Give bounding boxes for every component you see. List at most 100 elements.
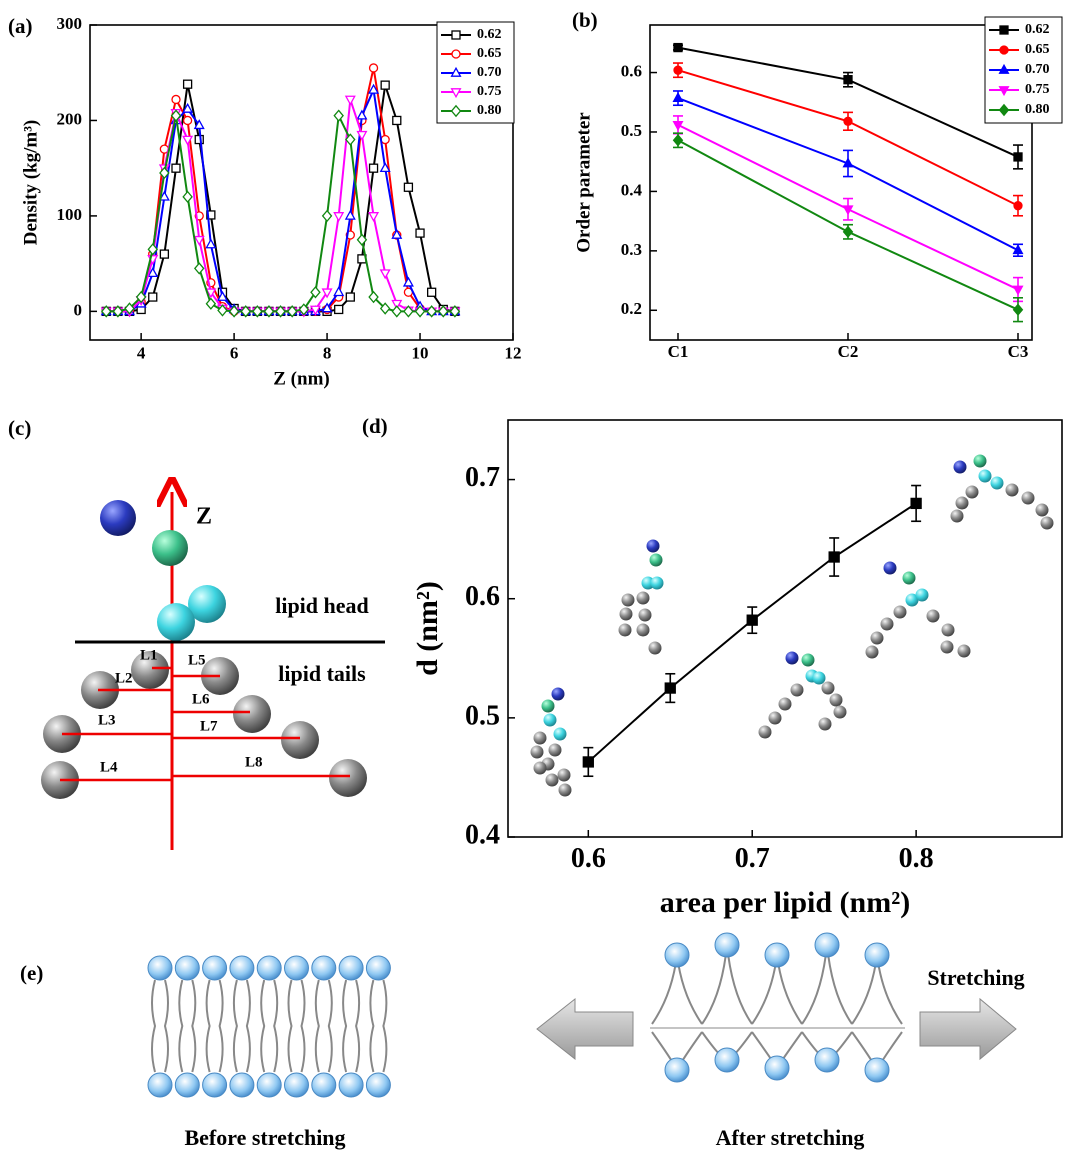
length-label: L8 [245, 754, 263, 770]
lipid-head [284, 955, 309, 981]
marker [402, 276, 414, 287]
lipid-tail [287, 979, 293, 1073]
legend-label: 0.80 [477, 103, 502, 118]
marker [582, 756, 594, 768]
marker [842, 205, 854, 216]
marker [843, 75, 853, 85]
lipid-head [664, 942, 690, 968]
y-tick-label: 0.4 [621, 180, 643, 199]
x-tick-label: 0.7 [735, 843, 770, 874]
molecule-atom [812, 671, 826, 685]
molecule-atom [950, 509, 964, 523]
marker [333, 286, 345, 297]
y-tick-label: 0.2 [621, 299, 642, 318]
y-tick-label: 0.5 [621, 121, 642, 140]
atom [131, 651, 169, 689]
lipid-tail [245, 979, 251, 1073]
molecule-atom [926, 609, 940, 623]
molecule-atom [790, 683, 804, 697]
legend-label: 0.80 [1025, 102, 1050, 117]
molecule-atom [902, 571, 916, 585]
molecule-atom [990, 476, 1004, 490]
marker [379, 269, 391, 280]
molecule-atom [905, 593, 919, 607]
lipid-tail [260, 979, 266, 1073]
panel-label: (b) [572, 8, 598, 32]
molecule-atom [865, 645, 879, 659]
lipid-head [229, 955, 255, 981]
marker [1012, 285, 1024, 296]
lipid-tail [327, 979, 333, 1073]
legend-label: 0.75 [1025, 82, 1050, 97]
molecule-atom [955, 496, 969, 510]
marker [910, 497, 922, 510]
y-axis-label: Density (kg/m³) [20, 120, 41, 246]
legend-marker [999, 25, 1009, 35]
y-tick-label: 200 [57, 109, 83, 128]
marker [148, 292, 158, 302]
molecule-atom [953, 460, 967, 474]
region-label: lipid tails [278, 661, 366, 686]
marker [344, 95, 356, 106]
length-label: L3 [98, 712, 116, 728]
length-label: L6 [192, 691, 210, 707]
atom [157, 603, 195, 641]
series-line [677, 69, 1019, 207]
marker [392, 115, 402, 126]
atom [188, 585, 226, 623]
marker [345, 133, 356, 146]
x-tick-label: C3 [1008, 342, 1029, 361]
lipid-tail [178, 979, 184, 1073]
molecule-atom [621, 593, 635, 607]
length-labels: L1 L2 L3 L4 L5 L6 L7 L8 [98, 647, 263, 775]
marker [356, 109, 368, 120]
marker [135, 290, 147, 304]
caption: Before stretching [184, 1125, 345, 1150]
molecule-atom [821, 681, 835, 695]
molecule-atom [801, 653, 815, 667]
molecule-atom [553, 727, 567, 741]
length-label: L2 [115, 670, 133, 686]
molecule-atom [1035, 503, 1049, 517]
molecule-atom [880, 617, 894, 631]
atom [152, 530, 188, 566]
lipid-head [365, 1072, 391, 1098]
marker [842, 225, 854, 239]
molecule-atom [649, 553, 663, 567]
molecule-atom [650, 576, 664, 590]
panel-e: (e) Stretching Before stretching After s… [20, 932, 1025, 1150]
atom [329, 759, 367, 797]
molecule-atom [893, 605, 907, 619]
lipid-head [814, 1047, 840, 1073]
molecule-atom [940, 640, 954, 654]
marker [344, 209, 356, 220]
marker [205, 288, 217, 299]
legend-marker [450, 66, 462, 77]
marker [147, 267, 159, 278]
marker [275, 305, 286, 318]
marker [673, 42, 683, 53]
marker [843, 116, 853, 126]
molecule-atom [548, 743, 562, 757]
lipid-tail [205, 979, 211, 1073]
marker [380, 80, 390, 90]
marker [438, 305, 449, 318]
marker [368, 290, 379, 304]
legend-label: 0.70 [477, 65, 502, 80]
marker [379, 162, 391, 173]
legend-marker [998, 86, 1010, 97]
marker [205, 238, 217, 249]
y-tick-label: 300 [57, 14, 83, 33]
marker [216, 290, 228, 301]
marker [427, 287, 437, 297]
legend-box [436, 21, 515, 124]
marker [171, 163, 181, 173]
molecule-atom [543, 713, 557, 727]
y-axis-label: Order parameter [573, 112, 594, 253]
molecule-atom [870, 631, 884, 645]
lipid-head [229, 1072, 255, 1098]
marker [171, 94, 181, 105]
molecule-atom [883, 561, 897, 575]
marker [356, 233, 368, 246]
